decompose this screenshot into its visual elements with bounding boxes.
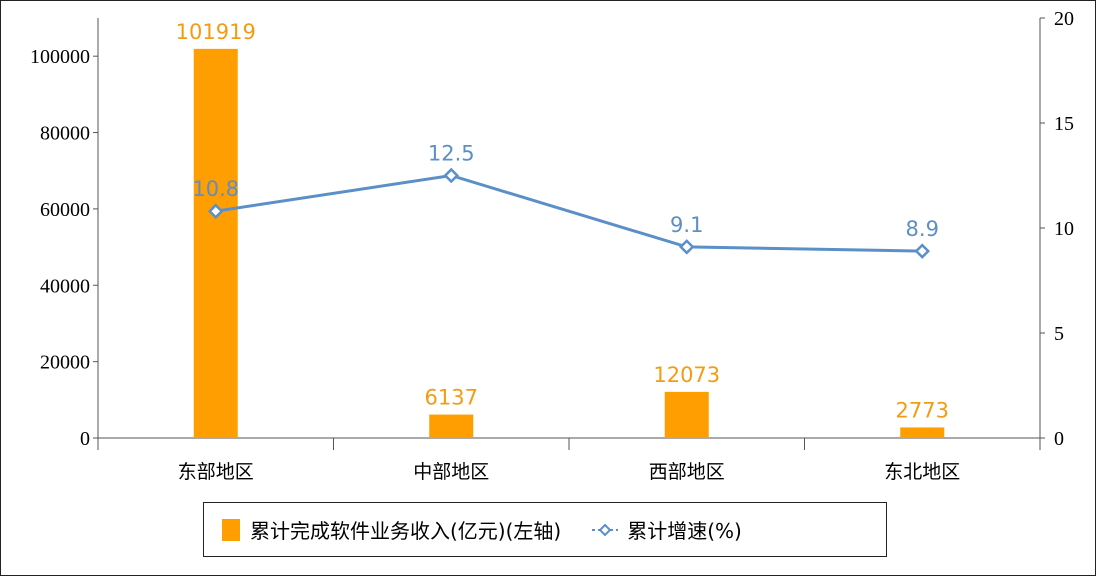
- bar: [664, 391, 709, 438]
- category-label: 西部地区: [649, 461, 725, 483]
- bar-value-label: 2773: [896, 398, 949, 422]
- category-label: 东北地区: [884, 461, 960, 483]
- growth-point: [678, 239, 695, 255]
- left-tick-label: 40000: [40, 275, 90, 297]
- growth-value-label: 9.1: [670, 213, 703, 237]
- legend-bar-label: 累计完成软件业务收入(亿元)(左轴): [250, 519, 562, 543]
- legend-bar-swatch: [222, 518, 240, 541]
- left-tick-label: 0: [80, 428, 90, 450]
- right-tick-label: 5: [1054, 323, 1064, 345]
- right-tick-label: 20: [1054, 8, 1074, 30]
- right-tick-label: 15: [1054, 113, 1074, 135]
- right-tick-label: 0: [1054, 428, 1064, 450]
- growth-value-label: 8.9: [906, 217, 939, 241]
- growth-line: [215, 173, 923, 253]
- growth-point: [914, 243, 931, 259]
- bar: [900, 427, 945, 438]
- bar-value-label: 101919: [176, 20, 256, 44]
- left-tick-label: 80000: [40, 123, 90, 145]
- legend: 累计完成软件业务收入(亿元)(左轴) 累计增速(%): [203, 502, 887, 557]
- bar: [429, 414, 474, 438]
- growth-point: [443, 167, 460, 184]
- growth-point: [207, 203, 224, 219]
- right-tick-label: 10: [1054, 218, 1074, 240]
- category-label: 中部地区: [413, 461, 489, 483]
- left-tick-label: 20000: [40, 352, 90, 374]
- bar-value-label: 12073: [653, 363, 720, 387]
- legend-line-label: 累计增速(%): [627, 519, 742, 543]
- category-label: 东部地区: [178, 461, 254, 483]
- growth-value-label: 12.5: [428, 142, 475, 166]
- left-tick-label: 100000: [30, 46, 90, 68]
- legend-line-marker-icon: [591, 518, 619, 542]
- left-tick-label: 60000: [40, 199, 90, 221]
- bar: [193, 48, 238, 438]
- bar-value-label: 6137: [425, 386, 478, 410]
- growth-value-label: 10.8: [192, 177, 239, 201]
